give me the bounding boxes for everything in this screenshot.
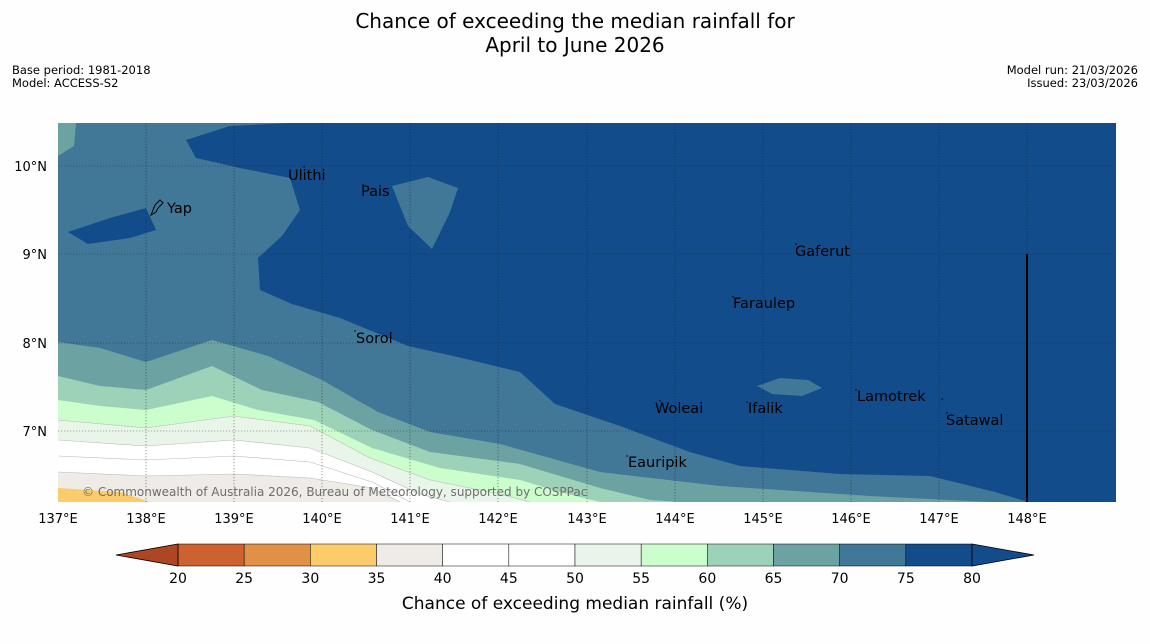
lat-label-10N: 10°N [14,160,47,175]
colorbar-tick-30: 30 [301,571,319,587]
probability-field-70-corner [58,123,76,156]
latitude-labels: 10°N 9°N 8°N 7°N [14,160,47,440]
colorbar-cell-70-75 [839,543,907,567]
place-labels: Ulithi Pais Yap Gaferut Faraulep Sorol L… [166,168,1003,471]
place-label-ifalik: Ifalik [748,401,783,417]
place-label-gaferut: Gaferut [795,244,850,260]
probability-band-35 [58,488,150,502]
colorbar-tick-45: 45 [500,571,518,587]
place-label-eauripik: Eauripik [628,455,687,471]
colorbar-cell-40-45 [442,543,510,567]
place-label-yap: Yap [166,201,192,217]
probability-field-80-patch-yap [68,208,156,244]
model-name: Model: ACCESS-S2 [12,76,119,90]
issued-date: Issued: 23/03/2026 [1027,76,1138,90]
colorbar-tick-75: 75 [897,571,915,587]
meta-left: Base period: 1981-2018 Model: ACCESS-S2 [12,64,151,90]
model-run: Model run: 21/03/2026 [1006,63,1138,77]
colorbar-tick-40: 40 [434,571,452,587]
lon-label-147E: 147°E [919,512,959,527]
colorbar-tick-20: 20 [169,571,187,587]
colorbar-right-arrow [971,543,1035,567]
probability-band-40 [58,472,400,502]
lon-label-142E: 142°E [478,512,518,527]
colorbar-cell-55-60 [640,543,708,567]
probability-field-75-patch-north [392,177,458,249]
colorbar-tick-70: 70 [831,571,849,587]
colorbar-title: Chance of exceeding median rainfall (%) [401,594,749,614]
lon-label-138E: 138°E [126,512,166,527]
place-label-woleai: Woleai [655,401,703,417]
place-label-satawal: Satawal [946,413,1003,429]
lon-label-141E: 141°E [390,512,430,527]
place-label-sorol: Sorol [356,331,393,347]
map-area [58,123,1116,502]
probability-field-75-patch-east [757,378,822,396]
colorbar-cell-20-25 [177,543,245,567]
island-markers [303,166,948,457]
copyright-notice: © Commonwealth of Australia 2026, Bureau… [82,485,588,499]
colorbar-tick-65: 65 [765,571,783,587]
lon-label-140E: 140°E [302,512,342,527]
place-label-ulithi: Ulithi [288,168,326,184]
lon-label-145E: 145°E [743,512,783,527]
colorbar-cell-35-40 [376,543,443,567]
place-label-pais: Pais [361,184,390,200]
lon-label-139E: 139°E [214,512,254,527]
meta-right: Model run: 21/03/2026 Issued: 23/03/2026 [1007,64,1138,90]
lat-label-7N: 7°N [23,425,48,440]
colorbar-tick-labels: 20 25 30 35 40 45 50 55 60 65 70 75 80 [169,571,981,587]
colorbar-cells [177,543,973,567]
lon-label-148E: 148°E [1007,512,1047,527]
colorbar-cell-60-65 [707,543,774,567]
lon-label-146E: 146°E [831,512,871,527]
lon-label-143E: 143°E [567,512,607,527]
contour-lines [58,415,531,502]
chart-title: Chance of exceeding the median rainfall … [0,9,1150,57]
colorbar-cell-45-50 [508,543,576,567]
longitude-labels: 137°E 138°E 139°E 140°E 141°E 142°E 143°… [38,512,1047,527]
lon-label-144E: 144°E [655,512,695,527]
title-line-1: Chance of exceeding the median rainfall … [355,9,795,33]
colorbar-tick-80: 80 [963,571,981,587]
lat-label-8N: 8°N [23,337,48,352]
colorbar-cell-65-70 [773,543,840,567]
colorbar-left-arrow [115,543,179,567]
colorbar-cell-75-80 [905,543,973,567]
place-label-lamotrek: Lamotrek [857,389,926,405]
place-label-faraulep: Faraulep [733,296,795,312]
colorbar: 20 25 30 35 40 45 50 55 60 65 70 75 80 [115,543,1035,587]
colorbar-tick-50: 50 [566,571,584,587]
lon-label-137E: 137°E [38,512,78,527]
colorbar-tick-60: 60 [698,571,716,587]
colorbar-cell-30-35 [310,543,377,567]
colorbar-tick-25: 25 [235,571,253,587]
lat-label-9N: 9°N [23,248,48,263]
colorbar-tick-35: 35 [368,571,386,587]
colorbar-cell-50-55 [574,543,642,567]
colorbar-cell-25-30 [243,543,311,567]
title-line-2: April to June 2026 [485,33,665,57]
yap-island-outline [149,199,164,217]
graticule [58,123,1116,502]
base-period: Base period: 1981-2018 [12,63,151,77]
colorbar-tick-55: 55 [632,571,650,587]
